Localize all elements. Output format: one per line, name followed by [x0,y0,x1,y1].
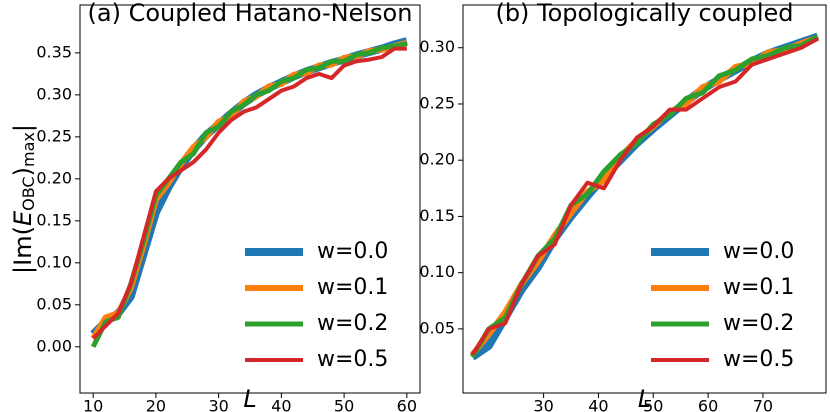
y-tick-label: 0.05 [36,294,72,313]
y-tick-label: 0.30 [36,84,72,103]
y-label-part: |Im( [9,226,37,274]
legend-label: w=0.0 [723,239,794,264]
x-tick-label: 40 [271,397,291,412]
legend-label: w=0.5 [723,347,794,372]
x-tick-label: 70 [753,397,773,412]
y-tick-label: 0.00 [36,336,72,355]
chart-title: (b) Topologically coupled [495,0,793,27]
y-tick-label: 0.15 [36,210,72,229]
data-line [90,41,408,348]
legend-label: w=0.0 [317,239,388,264]
y-axis-label: |Im(EOBC)max| [9,124,38,274]
x-tick-label: 40 [588,397,608,412]
x-axis-label: L [243,385,256,412]
x-tick-label: 60 [698,397,718,412]
y-tick-label: 0.30 [419,37,455,56]
x-tick-label: 50 [643,397,663,412]
y-tick-label: 0.25 [419,93,455,112]
data-line [470,36,819,356]
legend-label: w=0.1 [723,275,794,300]
y-label-part: | [9,124,37,132]
legend-label: w=0.2 [723,311,794,336]
data-line [470,32,820,361]
plot-frame [462,4,827,394]
data-line [91,46,407,340]
y-tick-label: 0.10 [419,262,455,281]
y-label-part: ) [9,167,37,176]
x-tick-label: 10 [83,397,103,412]
y-label-part: max [19,132,38,167]
y-tick-label: 0.35 [36,42,72,61]
legend-label: w=0.5 [317,347,388,372]
x-tick-label: 20 [146,397,166,412]
y-tick-label: 0.25 [36,126,72,145]
y-tick-label: 0.10 [36,252,72,271]
y-label-part: OBC [19,176,38,210]
y-label-part: E [9,210,37,226]
x-tick-label: 30 [533,397,553,412]
x-tick-label: 50 [334,397,354,412]
y-tick-label: 0.20 [36,168,72,187]
data-line [469,34,819,357]
data-line [470,34,819,359]
legend-label: w=0.1 [317,275,388,300]
x-tick-label: 60 [397,397,417,412]
chart-title: (a) Coupled Hatano-Nelson [88,0,413,27]
x-axis-label: L [638,385,651,412]
x-tick-label: 30 [208,397,228,412]
legend-label: w=0.2 [317,311,388,336]
plot-frame [79,4,421,394]
y-tick-label: 0.15 [419,206,455,225]
y-tick-label: 0.20 [419,150,455,169]
y-tick-label: 0.05 [419,318,455,337]
